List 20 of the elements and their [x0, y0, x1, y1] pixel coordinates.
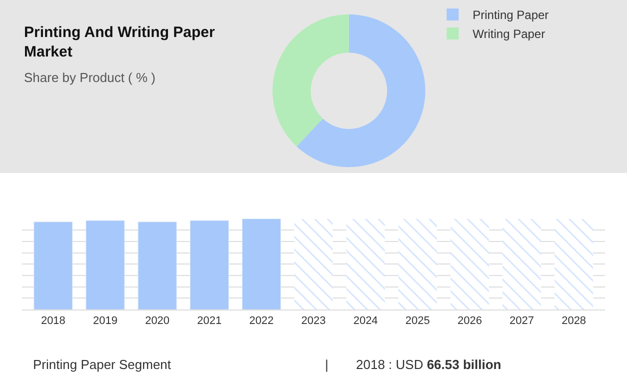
x-tick-label: 2020 — [145, 314, 170, 327]
x-tick-label: 2023 — [301, 314, 326, 327]
x-tick-label: 2025 — [405, 314, 430, 327]
text: Share by Product ( % ) — [24, 70, 156, 85]
x-tick-label: 2024 — [353, 314, 378, 327]
text: Printing And Writing Paper Market — [24, 24, 215, 60]
text: Printing Paper Segment — [33, 357, 172, 372]
donut-slice — [272, 14, 349, 146]
x-tick-label: 2022 — [249, 314, 274, 327]
text: | — [325, 357, 328, 372]
x-tick-label: 2019 — [93, 314, 118, 327]
legend-label: Printing Paper — [472, 8, 549, 22]
text: 2018 : USD 66.53 billion — [356, 357, 502, 372]
legend-label: Writing Paper — [472, 27, 546, 42]
x-tick-label: 2027 — [510, 314, 534, 327]
donut-slice — [296, 14, 426, 168]
x-tick-label: 2021 — [197, 314, 222, 327]
x-tick-label: 2026 — [457, 314, 482, 327]
x-tick-label: 2018 — [40, 314, 66, 327]
x-tick-label: 2028 — [562, 314, 586, 327]
